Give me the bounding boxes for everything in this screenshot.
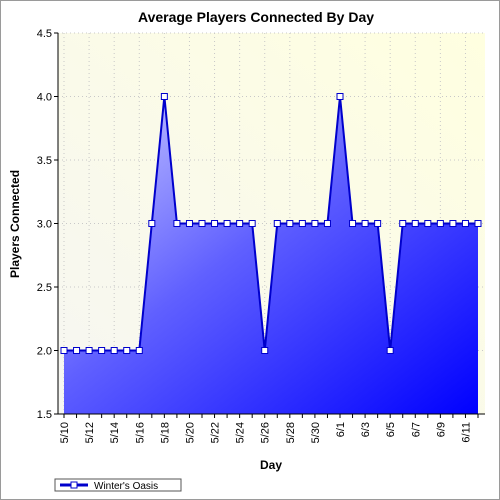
data-point [323,220,331,227]
legend: Winter's Oasis [54,478,182,492]
x-axis-ticks: 5/10 5/12 5/14 5/16 5/18 5/20 5/22 5/24 5/26 5/28… [59,414,479,443]
data-point [374,220,382,227]
data-point [273,220,281,227]
data-point [198,220,206,227]
x-tick-label: 6/7 [410,422,422,437]
data-point [185,220,193,227]
data-point [98,347,106,354]
data-point [399,220,407,227]
data-point [236,220,244,227]
legend-box [54,478,182,492]
x-tick-label: 5/20 [184,422,196,443]
x-tick-label: 5/14 [109,422,121,443]
x-axis-title: Day [260,458,282,472]
x-tick-label: 5/22 [210,422,222,443]
x-tick-label: 6/11 [460,422,472,443]
data-point [60,347,68,354]
data-point [73,347,81,354]
x-tick-label: 6/5 [385,422,397,437]
data-point [160,93,168,100]
x-tick-label: 5/24 [235,422,247,443]
data-point [85,347,93,354]
data-point [386,347,394,354]
x-tick-label: 6/1 [335,422,347,437]
y-tick-label: 1.5 [37,409,52,421]
data-point [436,220,444,227]
data-point [449,220,457,227]
x-tick-label: 5/10 [59,422,71,443]
data-point [248,220,256,227]
series-area-fill [64,96,478,414]
y-tick-label: 3.5 [37,155,52,167]
series-line [64,96,478,352]
data-point [411,220,419,227]
y-axis-title: Players Connected [8,170,22,278]
series-points [60,93,482,354]
data-point [461,220,469,227]
x-tick-label: 6/9 [435,422,447,437]
x-tick-label: 5/30 [310,422,322,443]
data-point [135,347,143,354]
y-tick-label: 2.0 [37,346,52,358]
y-tick-label: 4.0 [37,92,52,104]
x-tick-label: 5/16 [134,422,146,443]
data-point [211,220,219,227]
x-tick-label: 6/3 [360,422,372,437]
chart-title: Average Players Connected By Day [138,9,374,25]
data-point [286,220,294,227]
data-point [261,347,269,354]
data-point [349,220,357,227]
legend-swatch-marker [70,481,78,489]
x-tick-label: 5/26 [260,422,272,443]
y-tick-label: 4.5 [37,28,52,40]
data-point [424,220,432,227]
data-point [173,220,181,227]
data-point [110,347,118,354]
x-tick-label: 5/12 [84,422,96,443]
data-point [361,220,369,227]
data-point [336,93,344,100]
data-point [223,220,231,227]
data-point [298,220,306,227]
x-tick-label: 5/18 [159,422,171,443]
data-point [311,220,319,227]
x-tick-label: 5/28 [285,422,297,443]
data-point [474,220,482,227]
y-axis-ticks: 1.5 2.0 2.5 3.0 3.5 4.0 4.5 [37,28,58,421]
series-area [64,96,478,414]
data-point [123,347,131,354]
y-tick-label: 2.5 [37,282,52,294]
data-point [148,220,156,227]
y-tick-label: 3.0 [37,219,52,231]
legend-label: Winter's Oasis [94,481,158,492]
